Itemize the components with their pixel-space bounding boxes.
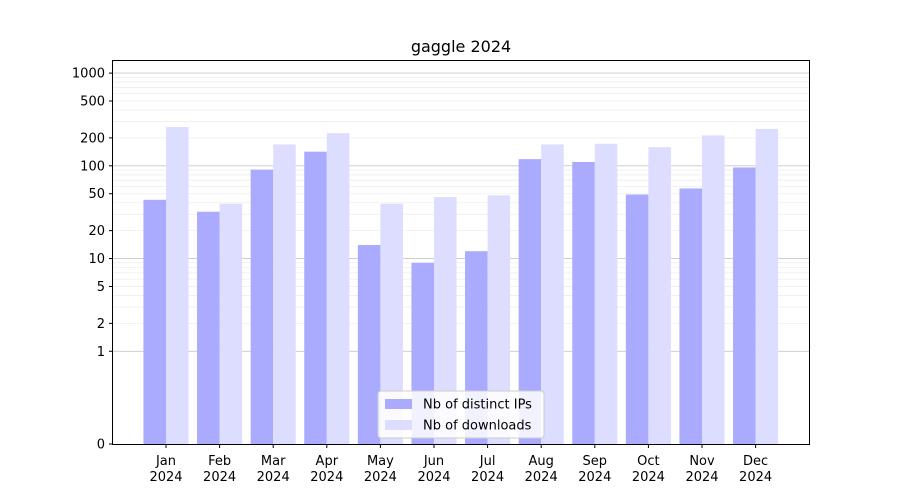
- y-tick-label: 5: [97, 280, 105, 295]
- y-tick-label: 200: [80, 131, 105, 146]
- bar: [219, 203, 243, 444]
- y-tick-label: 100: [80, 159, 105, 174]
- bar: [380, 203, 403, 444]
- x-tick-label: Sep 2024: [578, 454, 611, 485]
- y-axis: 0 1 2 5 10 20 50 100 200 500 1000: [72, 67, 113, 453]
- legend-label: Nb of distinct IPs: [423, 398, 532, 413]
- legend-swatch: [385, 399, 412, 409]
- bar: [304, 151, 327, 445]
- y-tick-label: 20: [88, 224, 105, 239]
- x-tick-label: Apr 2024: [310, 454, 343, 485]
- chart-title: gaggle 2024: [411, 37, 511, 56]
- y-tick-label: 1: [97, 345, 105, 360]
- x-tick-label: Jun 2024: [417, 454, 450, 485]
- plot-frame: [112, 60, 810, 445]
- legend-box: [377, 390, 545, 439]
- y-tick-label: 2: [97, 317, 105, 332]
- bar: [487, 195, 511, 444]
- bar: [702, 135, 725, 444]
- legend-swatch: [385, 420, 412, 430]
- bar: [648, 147, 671, 444]
- bar: [197, 211, 220, 444]
- bar: [679, 188, 702, 444]
- x-tick-label: Nov 2024: [685, 454, 718, 485]
- x-tick-label: Oct 2024: [632, 454, 665, 485]
- y-tick-label: 500: [80, 94, 105, 109]
- y-tick-label: 1000: [72, 67, 105, 82]
- x-tick-label: Dec 2024: [739, 454, 772, 485]
- y-tick-label: 0: [97, 438, 105, 453]
- bar: [273, 144, 296, 444]
- legend-label: Nb of downloads: [423, 419, 532, 434]
- bar: [541, 144, 564, 444]
- bar: [250, 169, 274, 444]
- x-tick-label: Jul 2024: [471, 454, 504, 485]
- bar: [625, 194, 649, 444]
- bar: [357, 244, 381, 444]
- bar: [518, 159, 542, 444]
- x-tick-label: Aug 2024: [525, 454, 558, 485]
- bar: [755, 128, 779, 445]
- bar: [326, 133, 350, 444]
- bar: [166, 127, 189, 445]
- x-tick-label: Jan 2024: [149, 454, 182, 485]
- bar: [733, 167, 756, 445]
- x-tick-label: May 2024: [364, 454, 397, 485]
- x-axis: Jan 2024 Feb 2024 Mar 2024 Apr 2024 May 2024 Jun 20…: [149, 444, 772, 485]
- y-tick-label: 10: [88, 252, 105, 267]
- y-tick-label: 50: [88, 187, 105, 202]
- bar: [143, 199, 166, 444]
- bar: [434, 197, 457, 444]
- x-tick-label: Feb 2024: [203, 454, 236, 485]
- x-tick-label: Mar 2024: [257, 454, 290, 485]
- bar: [594, 143, 618, 444]
- bar: [572, 161, 595, 445]
- legend: Nb of distinct IPs Nb of downloads: [377, 390, 545, 439]
